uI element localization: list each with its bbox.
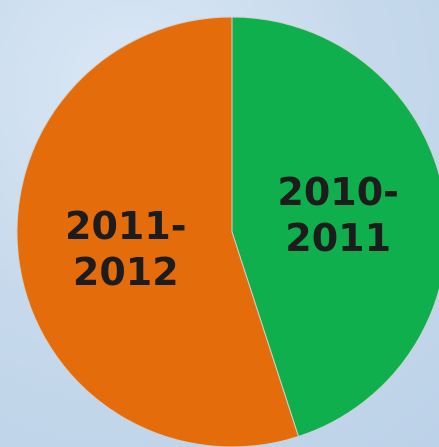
slice-label: 2010-2011: [277, 170, 399, 261]
pie-slice: [231, 16, 439, 438]
slice-label: 2011-2012: [65, 203, 187, 294]
pie-slice: [16, 16, 300, 447]
